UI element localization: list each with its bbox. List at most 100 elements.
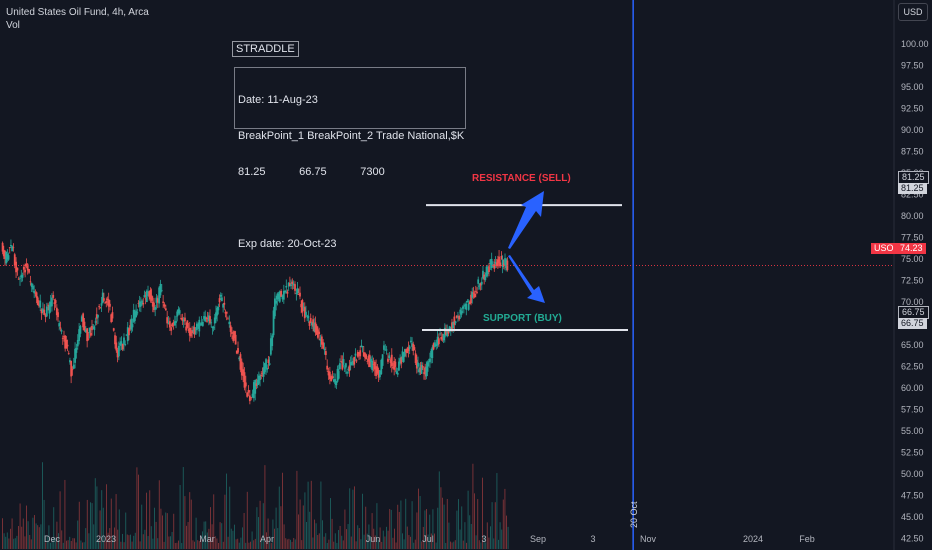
candle-body bbox=[474, 291, 477, 292]
volume-bar bbox=[486, 522, 488, 549]
candle-body bbox=[190, 332, 192, 337]
candle-body bbox=[5, 251, 8, 264]
volume-bar bbox=[426, 508, 427, 549]
candle-body bbox=[305, 311, 307, 316]
candle-body bbox=[206, 318, 209, 320]
candle-body bbox=[228, 321, 231, 325]
volume-bar bbox=[46, 535, 48, 549]
volume-bar bbox=[422, 526, 424, 549]
candle-body bbox=[493, 264, 496, 269]
candle-body bbox=[299, 292, 301, 297]
support-label: SUPPORT (BUY) bbox=[483, 313, 562, 324]
volume-bar bbox=[432, 509, 434, 549]
volume-bar bbox=[418, 488, 419, 549]
candle-body bbox=[205, 317, 208, 319]
candle-body bbox=[418, 369, 421, 373]
volume-bar bbox=[384, 536, 386, 549]
candle-body bbox=[322, 342, 325, 349]
volume-bar bbox=[358, 528, 360, 549]
candle-body bbox=[407, 347, 410, 351]
candle-body bbox=[84, 329, 87, 333]
volume-bar bbox=[227, 536, 229, 549]
candle-body bbox=[399, 358, 402, 364]
candle-body bbox=[496, 259, 499, 267]
straddle-note[interactable]: STRADDLE bbox=[232, 41, 299, 57]
volume-bar bbox=[102, 507, 104, 549]
volume-bar bbox=[77, 520, 79, 549]
candle-body bbox=[262, 367, 265, 377]
candle-body bbox=[76, 339, 79, 347]
candle-body bbox=[387, 358, 389, 362]
candle-body bbox=[125, 334, 128, 336]
trade-info-note[interactable]: Date: 11-Aug-23 BreakPoint_1 BreakPoint_… bbox=[234, 67, 466, 250]
volume-bar bbox=[251, 531, 253, 549]
y-tick-label: 95.00 bbox=[901, 82, 924, 92]
candle-body bbox=[318, 331, 321, 334]
volume-bar bbox=[78, 501, 80, 549]
candle-body bbox=[364, 352, 366, 358]
candle-body bbox=[104, 302, 107, 304]
volume-bar bbox=[446, 498, 448, 549]
candle-body bbox=[33, 290, 36, 294]
candle-body bbox=[105, 300, 108, 303]
candle-body bbox=[490, 258, 493, 268]
volume-bar bbox=[326, 542, 328, 549]
candle-body bbox=[126, 327, 129, 342]
candle-body bbox=[20, 274, 23, 278]
candle-body bbox=[442, 334, 445, 341]
volume-bar bbox=[318, 533, 320, 549]
info-line bbox=[238, 202, 462, 214]
volume-bar bbox=[234, 524, 235, 549]
candle-body bbox=[184, 317, 186, 322]
candle-body bbox=[176, 311, 179, 317]
volume-bar bbox=[267, 518, 269, 549]
candle-body bbox=[282, 290, 285, 300]
volume-bar bbox=[240, 537, 242, 549]
volume-bar bbox=[485, 542, 487, 549]
volume-bar bbox=[261, 539, 263, 549]
volume-bar bbox=[19, 503, 21, 549]
candle-body bbox=[366, 360, 369, 362]
candle-body bbox=[64, 335, 67, 349]
candle-body bbox=[17, 278, 20, 280]
candle-body bbox=[297, 294, 300, 295]
candle-body bbox=[34, 292, 37, 294]
candle-body bbox=[130, 318, 133, 330]
candle-body bbox=[494, 261, 497, 264]
candle-body bbox=[376, 366, 379, 374]
volume-bar bbox=[187, 521, 189, 549]
y-tick-label: 97.50 bbox=[901, 60, 924, 70]
volume-bar bbox=[498, 539, 499, 549]
candle-body bbox=[100, 303, 103, 306]
candle-body bbox=[195, 323, 198, 331]
y-tick-label: 75.00 bbox=[901, 254, 924, 264]
candle-body bbox=[347, 368, 350, 371]
volume-bar bbox=[179, 485, 181, 549]
candle-body bbox=[87, 338, 90, 340]
candle-body bbox=[217, 306, 220, 311]
candle-body bbox=[423, 372, 425, 374]
candle-body bbox=[229, 325, 232, 332]
candle-body bbox=[462, 305, 465, 307]
currency-button[interactable]: USD bbox=[898, 3, 928, 21]
volume-bar bbox=[461, 506, 463, 549]
candle-body bbox=[192, 329, 195, 332]
volume-bar bbox=[229, 486, 231, 549]
candle-body bbox=[198, 319, 201, 332]
candle-body bbox=[268, 363, 271, 365]
volume-bar bbox=[74, 538, 75, 549]
volume-bar bbox=[67, 540, 69, 549]
candle-body bbox=[94, 321, 97, 323]
y-tick-label: 62.50 bbox=[901, 362, 924, 372]
volume-bar bbox=[405, 498, 407, 549]
candle-body bbox=[181, 317, 184, 321]
volume-bar bbox=[443, 504, 445, 549]
candle-body bbox=[501, 259, 504, 268]
candle-body bbox=[272, 310, 275, 336]
candle-body bbox=[381, 354, 384, 366]
candle-body bbox=[480, 281, 483, 285]
candle-body bbox=[115, 342, 118, 351]
candle-body bbox=[244, 382, 247, 387]
candle-body bbox=[78, 329, 81, 341]
